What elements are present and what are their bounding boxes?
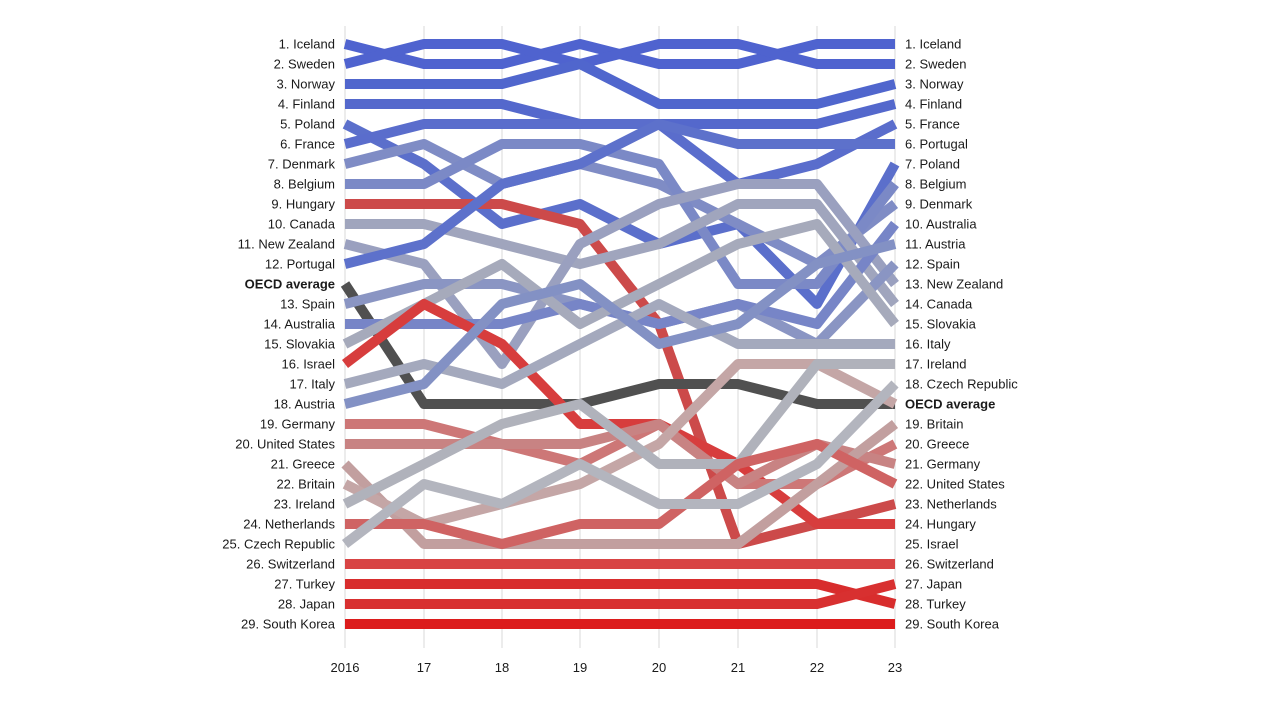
right-label-7-poland: 7. Poland [905,157,960,172]
left-label-5-poland: 5. Poland [280,117,335,132]
x-tick-17: 17 [417,660,431,675]
left-label-3-norway: 3. Norway [276,77,335,92]
right-label-8-belgium: 8. Belgium [905,177,966,192]
left-label-10-canada: 10. Canada [268,217,336,232]
left-label-6-france: 6. France [280,137,335,152]
right-label-2-sweden: 2. Sweden [905,57,966,72]
left-label-12-portugal: 12. Portugal [265,257,335,272]
right-label-28-turkey: 28. Turkey [905,597,966,612]
series-line-portugal [343,119,895,269]
left-label-2-sweden: 2. Sweden [274,57,335,72]
x-tick-labels: 2016 17 18 19 20 21 22 23 [331,660,903,675]
right-label-3-norway: 3. Norway [905,77,964,92]
left-label-28-japan: 28. Japan [278,597,335,612]
left-label-20-united-states: 20. United States [235,437,335,452]
left-label-23-ireland: 23. Ireland [274,497,335,512]
x-tick-23: 23 [888,660,902,675]
right-label-1-iceland: 1. Iceland [905,37,961,52]
series-line-hungary [345,199,897,549]
x-tick-20: 20 [652,660,666,675]
series-line-ireland [342,359,895,509]
series-line-germany [345,419,898,489]
series-lines [340,39,900,629]
left-rank-labels: 1. Iceland 2. Sweden 3. Norway 4. Finland 5.… [222,37,336,632]
series-line-austria [343,239,897,409]
right-label-27-japan: 27. Japan [905,577,962,592]
left-label-14-australia: 14. Australia [263,317,335,332]
series-line-netherlands [345,439,898,549]
right-label-21-germany: 21. Germany [905,457,981,472]
left-label-27-turkey: 27. Turkey [274,577,335,592]
left-label-13-spain: 13. Spain [280,297,335,312]
left-label-1-iceland: 1. Iceland [279,37,335,52]
series-line-britain [342,359,898,529]
left-label-26-switzerland: 26. Switzerland [246,557,335,572]
series-line-czech-republic [341,380,899,548]
right-label-6-portugal: 6. Portugal [905,137,968,152]
right-rank-labels: 1. Iceland 2. Sweden 3. Norway 4. Finland 5.… [905,37,1018,632]
right-label-25-israel: 25. Israel [905,537,959,552]
left-label-24-netherlands: 24. Netherlands [243,517,335,532]
right-label-14-canada: 14. Canada [905,297,973,312]
left-label-21-greece: 21. Greece [271,457,335,472]
right-label-12-spain: 12. Spain [905,257,960,272]
series-line-sweden [343,39,895,69]
x-tick-18: 18 [495,660,509,675]
series-line-japan [345,579,897,609]
left-label-22-britain: 22. Britain [276,477,335,492]
right-label-26-switzerland: 26. Switzerland [905,557,994,572]
series-line-belgium [345,139,899,289]
left-label-15-slovakia: 15. Slovakia [264,337,336,352]
series-line-denmark [343,139,899,269]
left-label-16-israel: 16. Israel [282,357,336,372]
left-label-29-south-korea: 29. South Korea [241,617,336,632]
right-label-15-slovakia: 15. Slovakia [905,317,977,332]
left-label-17-italy: 17. Italy [289,377,335,392]
series-line-oecd-average [340,281,895,409]
right-label-4-finland: 4. Finland [905,97,962,112]
series-line-israel [341,299,895,529]
right-label-20-greece: 20. Greece [905,437,969,452]
series-line-canada [345,199,899,308]
right-label-29-south-korea: 29. South Korea [905,617,1000,632]
right-label-22-united-states: 22. United States [905,477,1005,492]
right-label-18-czech-republic: 18. Czech Republic [905,377,1018,392]
left-label-8-belgium: 8. Belgium [274,177,335,192]
x-tick-21: 21 [731,660,745,675]
x-tick-19: 19 [573,660,587,675]
right-label-oecd-average: OECD average [905,397,995,412]
right-label-10-australia: 10. Australia [905,217,977,232]
right-label-24-hungary: 24. Hungary [905,517,976,532]
left-label-19-germany: 19. Germany [260,417,336,432]
left-label-oecd-average: OECD average [245,277,335,292]
right-label-23-netherlands: 23. Netherlands [905,497,997,512]
left-label-4-finland: 4. Finland [278,97,335,112]
left-label-11-new-zealand: 11. New Zealand [238,237,335,252]
right-label-16-italy: 16. Italy [905,337,951,352]
right-label-5-france: 5. France [905,117,960,132]
series-line-france [343,119,898,189]
left-label-18-austria: 18. Austria [274,397,336,412]
x-tick-2016: 2016 [331,660,360,675]
right-label-19-britain: 19. Britain [905,417,964,432]
left-label-7-denmark: 7. Denmark [268,157,336,172]
series-line-slovakia [342,219,899,349]
right-label-17-ireland: 17. Ireland [905,357,966,372]
right-label-11-austria: 11. Austria [905,237,966,252]
left-label-25-czech-republic: 25. Czech Republic [222,537,335,552]
x-tick-22: 22 [810,660,824,675]
left-label-9-hungary: 9. Hungary [271,197,335,212]
right-label-9-denmark: 9. Denmark [905,197,973,212]
right-label-13-new-zealand: 13. New Zealand [905,277,1003,292]
series-line-norway [345,59,897,109]
series-line-turkey [345,579,897,609]
series-line-greece [341,420,899,549]
